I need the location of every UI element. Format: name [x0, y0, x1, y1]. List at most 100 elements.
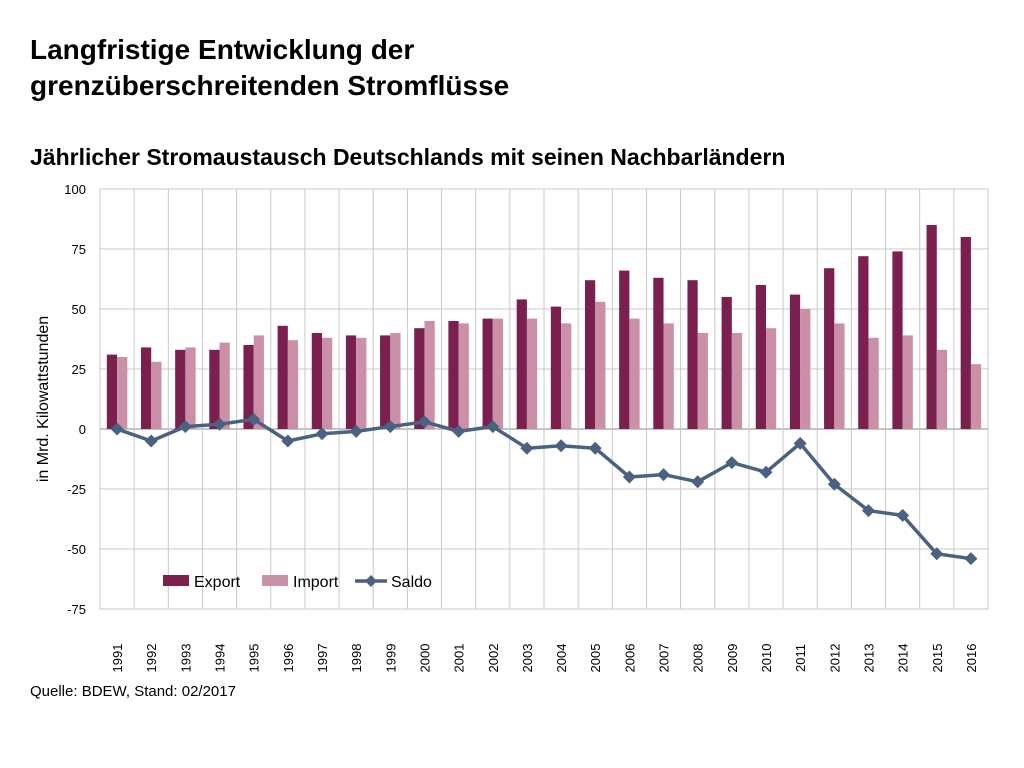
chart-subtitle: Jährlicher Stromaustausch Deutschlands m… [30, 144, 786, 170]
bar-export [824, 268, 835, 429]
y-tick-label: 25 [72, 362, 86, 377]
bar-export [106, 354, 118, 429]
bar-export [516, 299, 527, 429]
y-tick-label: 100 [64, 182, 86, 197]
bar-import [868, 337, 879, 429]
bar-export [858, 256, 869, 429]
point-saldo [247, 412, 261, 426]
source-note: Quelle: BDEW, Stand: 02/2017 [30, 683, 236, 700]
bar-export [243, 345, 254, 429]
legend-swatch-export [163, 575, 189, 586]
point-saldo [281, 434, 295, 448]
chart-title-line-1: Langfristige Entwicklung der [30, 34, 415, 65]
y-tick-label: 75 [72, 242, 86, 257]
point-saldo [178, 420, 192, 434]
x-tick-label: 2008 [691, 644, 706, 673]
point-saldo [452, 424, 466, 438]
bar-export [550, 306, 562, 429]
point-saldo [896, 508, 910, 522]
point-saldo [213, 417, 227, 431]
x-tick-label: 1997 [315, 644, 330, 673]
x-tick-label: 2013 [861, 644, 876, 673]
x-tick-label: 2009 [725, 644, 740, 673]
bar-import [356, 337, 367, 429]
x-tick-label: 2010 [759, 644, 774, 673]
x-tick-label: 2012 [827, 644, 842, 673]
bar-import [663, 323, 674, 429]
bar-export [209, 349, 220, 429]
bar-export [448, 321, 459, 429]
point-saldo [793, 436, 807, 450]
bar-import [458, 323, 469, 429]
bar-import [766, 328, 777, 429]
x-tick-label: 1996 [281, 644, 296, 673]
bar-import [629, 318, 640, 429]
point-saldo [520, 441, 534, 455]
bar-import [526, 318, 538, 429]
x-tick-label: 1998 [349, 644, 364, 673]
legend-marker-saldo [365, 575, 377, 587]
point-saldo [383, 420, 397, 434]
x-tick-label: 2005 [588, 644, 603, 673]
bar-import [936, 349, 948, 429]
bar-export [960, 237, 971, 429]
point-saldo [144, 434, 158, 448]
bar-export [345, 335, 357, 429]
point-saldo [657, 468, 671, 482]
legend-label-saldo: Saldo [391, 574, 432, 591]
legend-swatch-import [262, 575, 288, 586]
legend-label-import: Import [293, 574, 339, 591]
bar-import [697, 333, 708, 429]
point-saldo [691, 475, 705, 489]
y-axis-label: in Mrd. Kilowattstunden [35, 316, 52, 482]
bar-export [277, 325, 288, 429]
bar-import [424, 321, 435, 429]
x-tick-label: 1992 [144, 644, 159, 673]
bar-import [151, 361, 162, 429]
bar-import [902, 335, 913, 429]
point-saldo [622, 470, 636, 484]
bar-import [561, 323, 572, 429]
chart-title-line-2: grenzüberschreitenden Stromflüsse [30, 70, 510, 101]
x-tick-label: 1993 [178, 644, 193, 673]
x-tick-label: 2003 [520, 644, 535, 673]
bar-import [834, 323, 845, 429]
x-tick-label: 1991 [110, 644, 125, 673]
bar-import [390, 333, 401, 429]
series-line-saldo [116, 417, 972, 561]
bar-import [492, 318, 504, 429]
bar-export [892, 251, 903, 429]
x-tick-label: 1999 [383, 644, 398, 673]
y-tick-label: -50 [67, 542, 86, 557]
bar-import [731, 333, 743, 429]
bar-import [595, 301, 606, 429]
point-saldo [964, 552, 978, 566]
x-tick-label: 2006 [622, 644, 637, 673]
bar-export [175, 349, 186, 429]
bar-export [380, 335, 391, 429]
bar-export [755, 285, 766, 429]
point-saldo [588, 441, 602, 455]
bar-import [117, 357, 128, 429]
point-saldo [725, 456, 739, 470]
y-tick-label: -75 [67, 602, 86, 617]
y-tick-label: 0 [79, 422, 86, 437]
bar-export [619, 270, 630, 429]
bar-import [287, 340, 299, 429]
chart-title: Langfristige Entwicklung der grenzübersc… [30, 32, 509, 104]
x-tick-label: 2000 [417, 644, 432, 673]
bar-import [185, 347, 196, 429]
bar-export [687, 280, 698, 429]
point-saldo [417, 415, 431, 429]
point-saldo [110, 422, 124, 436]
bar-import [322, 337, 333, 429]
point-saldo [759, 465, 773, 479]
bar-export [721, 297, 732, 429]
bar-export [414, 328, 425, 429]
point-saldo [554, 439, 568, 453]
bar-export [140, 347, 152, 429]
bar-export [311, 333, 322, 429]
bar-export [653, 277, 664, 429]
point-saldo [827, 477, 841, 491]
